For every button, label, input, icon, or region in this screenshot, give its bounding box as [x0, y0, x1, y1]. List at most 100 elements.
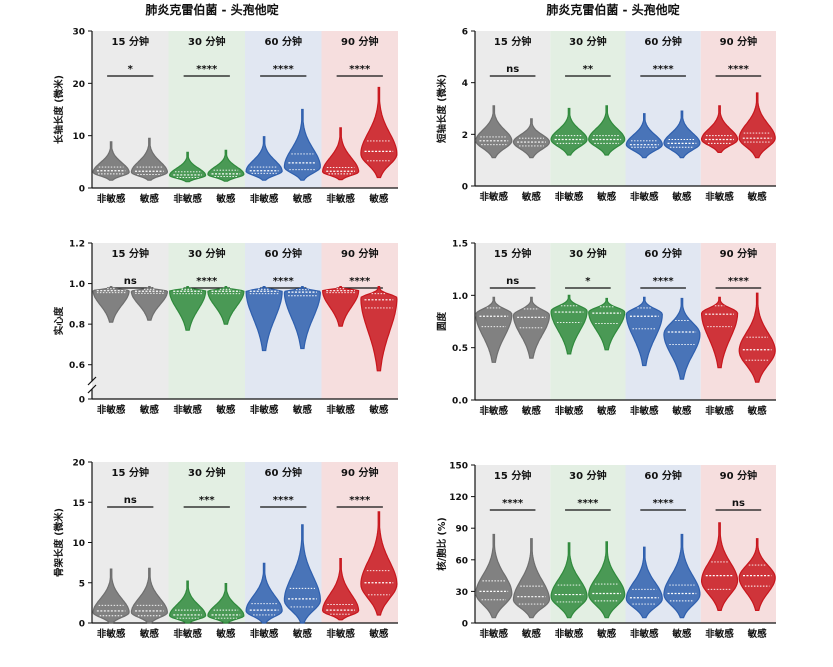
group-background — [625, 31, 701, 186]
x-category-label: 非敏感 — [250, 193, 279, 205]
violin-6 — [322, 286, 360, 327]
y-tick-label: 30 — [72, 28, 85, 38]
x-category-label: 非敏感 — [555, 405, 584, 417]
x-category-label: 敏感 — [671, 405, 692, 417]
group-label: 30 分钟 — [188, 247, 225, 260]
x-category-label: 非敏感 — [97, 628, 126, 640]
violin-7 — [360, 286, 398, 372]
x-category-label: 敏感 — [747, 405, 768, 417]
violin-4 — [245, 562, 283, 624]
x-category-label: 非敏感 — [555, 191, 584, 203]
y-tick-label: 5 — [79, 579, 85, 589]
y-tick-label: 1.0 — [452, 292, 468, 302]
y-tick-label: 0.6 — [69, 361, 85, 371]
y-tick-label: 20 — [72, 459, 85, 469]
x-category-label: 非敏感 — [173, 404, 202, 416]
x-category-label: 非敏感 — [480, 405, 509, 417]
y-tick-label: 0.0 — [452, 397, 468, 407]
significance-label: **** — [273, 276, 295, 287]
violin-4 — [245, 136, 283, 181]
y-axis-label: 实心度 — [53, 306, 65, 335]
y-tick-label: 10 — [72, 539, 85, 549]
x-category-label: 敏感 — [368, 404, 389, 416]
group-label: 60 分钟 — [644, 35, 681, 48]
group-label: 60 分钟 — [265, 35, 302, 48]
x-category-label: 非敏感 — [97, 404, 126, 416]
group-label: 60 分钟 — [644, 247, 681, 260]
significance-label: ns — [732, 498, 745, 509]
x-category-label: 敏感 — [671, 191, 692, 203]
violin-0 — [92, 286, 130, 323]
violin-2 — [169, 286, 207, 331]
x-category-label: 敏感 — [596, 405, 617, 417]
group-label: 15 分钟 — [494, 469, 531, 482]
x-category-label: 敏感 — [747, 191, 768, 203]
group-label: 30 分钟 — [188, 466, 225, 479]
group-label: 60 分钟 — [265, 247, 302, 260]
x-category-label: 敏感 — [215, 404, 236, 416]
significance-label: **** — [653, 276, 675, 287]
y-tick-label: 0.5 — [452, 344, 468, 354]
x-category-label: 敏感 — [671, 628, 692, 640]
x-category-label: 敏感 — [747, 628, 768, 640]
violin-5 — [663, 297, 701, 380]
axis-break-mark — [87, 376, 97, 386]
group-background — [550, 31, 626, 186]
violin-4 — [625, 546, 663, 619]
y-tick-label: 6 — [462, 28, 468, 38]
violin-5 — [283, 286, 322, 350]
group-label: 15 分钟 — [112, 466, 149, 479]
group-background — [475, 31, 551, 186]
significance-label: * — [128, 64, 134, 75]
x-category-label: 敏感 — [215, 193, 236, 205]
y-tick-label: 0 — [462, 620, 468, 630]
x-category-label: 敏感 — [292, 404, 313, 416]
y-tick-label: 1.0 — [69, 280, 85, 290]
violin-3 — [207, 583, 245, 624]
x-category-label: 非敏感 — [173, 628, 202, 640]
group-label: 30 分钟 — [569, 35, 606, 48]
group-label: 30 分钟 — [569, 469, 606, 482]
group-background — [168, 462, 245, 623]
x-category-label: 敏感 — [521, 191, 542, 203]
x-category-label: 非敏感 — [326, 628, 355, 640]
group-label: 30 分钟 — [569, 247, 606, 260]
x-category-label: 敏感 — [521, 628, 542, 640]
group-label: 15 分钟 — [112, 35, 149, 48]
group-label: 90 分钟 — [341, 466, 378, 479]
significance-label: ns — [506, 64, 519, 75]
significance-label: *** — [199, 495, 215, 506]
significance-label: * — [585, 276, 591, 287]
x-category-label: 敏感 — [139, 404, 160, 416]
group-label: 15 分钟 — [112, 247, 149, 260]
significance-label: **** — [349, 276, 371, 287]
violin-4 — [245, 286, 283, 352]
violin-1 — [130, 286, 169, 321]
group-label: 90 分钟 — [341, 247, 378, 260]
y-tick-label: 4 — [462, 79, 468, 89]
x-category-label: 敏感 — [139, 628, 160, 640]
violin-7 — [738, 92, 776, 159]
group-label: 30 分钟 — [188, 35, 225, 48]
x-category-label: 敏感 — [368, 628, 389, 640]
violin-3 — [588, 297, 626, 351]
group-background — [700, 31, 776, 186]
significance-label: **** — [196, 276, 218, 287]
group-label: 60 分钟 — [644, 469, 681, 482]
group-label: 15 分钟 — [494, 35, 531, 48]
x-category-label: 敏感 — [596, 191, 617, 203]
significance-label: **** — [502, 498, 524, 509]
significance-label: **** — [273, 495, 295, 506]
significance-label: **** — [196, 64, 218, 75]
violin-6 — [701, 296, 739, 369]
violin-1 — [130, 137, 169, 181]
y-axis-label: 核/胞比 (%) — [436, 517, 448, 570]
violin-0 — [475, 296, 513, 363]
y-tick-label: 0.8 — [69, 321, 85, 331]
chart-skeleton-length: 0 5 10 15 20 骨架长度 (微米) 15 分钟 ns 非敏感 敏感 30 分钟 *** 非敏感… — [53, 459, 398, 640]
x-category-label: 敏感 — [521, 405, 542, 417]
violin-2 — [550, 542, 588, 619]
